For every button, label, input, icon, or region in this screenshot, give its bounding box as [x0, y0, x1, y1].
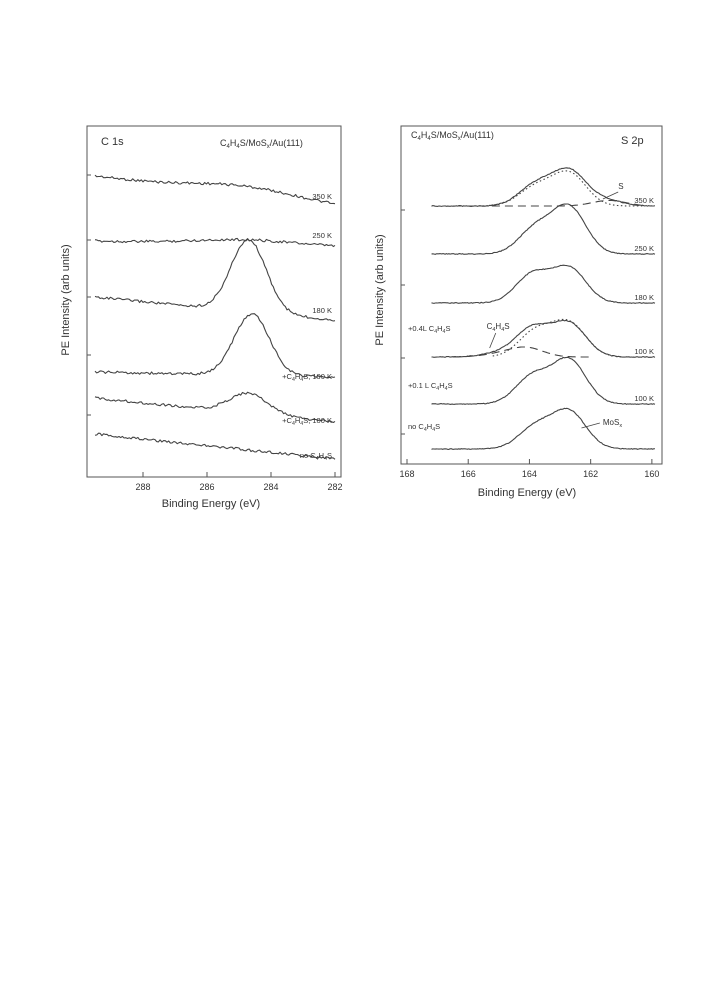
- s-annotation-leader: [602, 191, 619, 200]
- s2p-series-label: 100 K: [634, 394, 654, 403]
- s2p-left-label: no C4H4S: [408, 422, 440, 433]
- s2p-system-label: C4H4S/MoSx/Au(111): [411, 130, 494, 142]
- c1s-panel: C 1s C4H4S/MoSx/Au(111) 288 286 284 282 350…: [60, 125, 343, 510]
- c1s-series-line: [94, 391, 336, 424]
- c1s-series-labels: 350 K 250 K 180 K +C4H4S, 100 K +C4H4S, 100 …: [282, 192, 332, 462]
- c1s-series-line: [94, 313, 336, 379]
- s2p-series-line: [431, 203, 656, 255]
- c1s-series-line: [94, 432, 336, 460]
- s2p-series-line: [431, 407, 655, 450]
- c1s-plot-frame: [86, 125, 342, 478]
- x-tick-label: 160: [644, 469, 659, 479]
- c1s-y-axis-label: PE Intensity (arb units): [60, 244, 72, 355]
- c1s-series-label: 180 K: [312, 306, 332, 315]
- s2p-curves: [431, 167, 656, 450]
- s2p-series-label: 250 K: [634, 244, 654, 253]
- s2p-left-label: +0.4L C4H4S: [408, 324, 450, 335]
- x-tick-label: 286: [199, 482, 214, 492]
- c1s-system-label: C4H4S/MoSx/Au(111): [220, 138, 303, 150]
- c1s-series-line: [94, 174, 336, 205]
- s2p-y-axis-label: PE Intensity (arb units): [374, 234, 386, 345]
- mos-component-fit: [492, 318, 622, 358]
- s2p-left-label: +0.1 L C4H4S: [408, 381, 453, 392]
- s2p-series-line: [431, 264, 656, 304]
- x-tick-label: 288: [135, 482, 150, 492]
- x-tick-label: 164: [522, 469, 537, 479]
- s2p-x-axis-label: Binding Energy (eV): [478, 487, 576, 499]
- s2p-series-label: 180 K: [634, 293, 654, 302]
- c1s-panel-label: C 1s: [101, 136, 124, 148]
- mos-component-fit: [474, 170, 643, 207]
- c1s-series-label: 250 K: [312, 231, 332, 240]
- c4h4s-component-fit: [452, 346, 591, 358]
- x-tick-label: 168: [399, 469, 414, 479]
- c1s-series-line: [94, 237, 336, 248]
- s2p-series-label: 100 K: [634, 347, 654, 356]
- s2p-x-ticks: 168 166 164 162 160: [399, 209, 659, 479]
- mosx-annotation: MoSx: [603, 418, 622, 429]
- s2p-plot-frame: [400, 125, 663, 465]
- s2p-series-line: [431, 356, 656, 405]
- x-tick-label: 162: [583, 469, 598, 479]
- c1s-x-ticks: 288 286 284 282: [87, 174, 343, 492]
- mosx-annotation-leader: [581, 422, 600, 429]
- s-annotation: S: [618, 182, 623, 191]
- c4h4s-annotation: C4H4S: [487, 322, 510, 333]
- c1s-series-label: +C4H4S, 100 K: [282, 372, 332, 383]
- c1s-curves: [94, 174, 336, 460]
- c1s-series-label: 350 K: [312, 192, 332, 201]
- s2p-series-labels: 350 K 250 K 180 K 100 K +0.4L C4H4S 100 K +0.1…: [408, 196, 654, 433]
- s2p-panel: C4H4S/MoSx/Au(111) S 2p 168 166 164 162 160 …: [374, 125, 663, 499]
- x-tick-label: 282: [327, 482, 342, 492]
- c1s-series-label: no C4H4S: [300, 451, 332, 462]
- x-tick-label: 284: [263, 482, 278, 492]
- s2p-series-label: 350 K: [634, 196, 654, 205]
- s-component-fit: [452, 199, 640, 207]
- s2p-panel-label: S 2p: [621, 135, 644, 147]
- c1s-series-label: +C4H4S, 100 K: [282, 416, 332, 427]
- s2p-annotations: S C4H4S MoSx: [452, 170, 643, 429]
- x-tick-label: 166: [461, 469, 476, 479]
- c1s-x-axis-label: Binding Energy (eV): [162, 498, 260, 510]
- c4h4s-annotation-leader: [489, 332, 497, 349]
- c1s-series-line: [94, 238, 336, 322]
